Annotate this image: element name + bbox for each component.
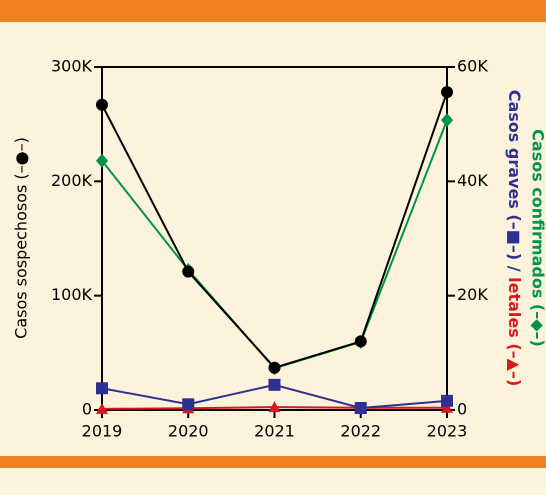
point <box>441 86 453 99</box>
y2-title-part: Casos graves (–■–) / <box>506 90 525 272</box>
y-tick-label: 200K <box>51 171 93 190</box>
point <box>268 401 281 413</box>
y-tick-label: 0 <box>82 400 92 419</box>
point <box>182 265 195 278</box>
y2-outer-title: Casos confirmados (–◆–) <box>529 129 546 347</box>
y-axis-title: Casos sospechosos (–●–) <box>12 137 31 339</box>
point <box>354 335 367 348</box>
x-tick-label: 2019 <box>82 422 123 441</box>
x-tick-label: 2021 <box>254 422 295 441</box>
point <box>441 394 453 407</box>
point <box>354 401 367 414</box>
y-tick-label: 100K <box>51 285 93 304</box>
y2-axis-title: Casos graves (–■–) / letales (–▲–) <box>506 90 525 387</box>
y2-title-part: letales (–▲–) <box>506 277 525 386</box>
point <box>268 378 281 391</box>
point <box>96 382 108 395</box>
point <box>96 98 108 111</box>
top-band <box>0 0 546 22</box>
x-tick-label: 2023 <box>427 422 468 441</box>
point <box>268 361 281 374</box>
x-tick-label: 2022 <box>340 422 381 441</box>
y2-tick-label: 20K <box>457 285 488 304</box>
y-tick-label: 300K <box>51 57 93 76</box>
point <box>441 113 453 128</box>
bottom-band <box>0 456 546 468</box>
y2-tick-label: 60K <box>457 57 488 76</box>
point <box>96 402 108 414</box>
y2-tick-label: 40K <box>457 171 488 190</box>
x-tick-label: 2020 <box>168 422 209 441</box>
point <box>441 401 453 413</box>
series-line <box>101 91 448 369</box>
point <box>182 398 195 411</box>
point <box>96 153 108 168</box>
y2-tick-label: 0 <box>457 400 467 419</box>
plot-frame <box>101 66 448 411</box>
